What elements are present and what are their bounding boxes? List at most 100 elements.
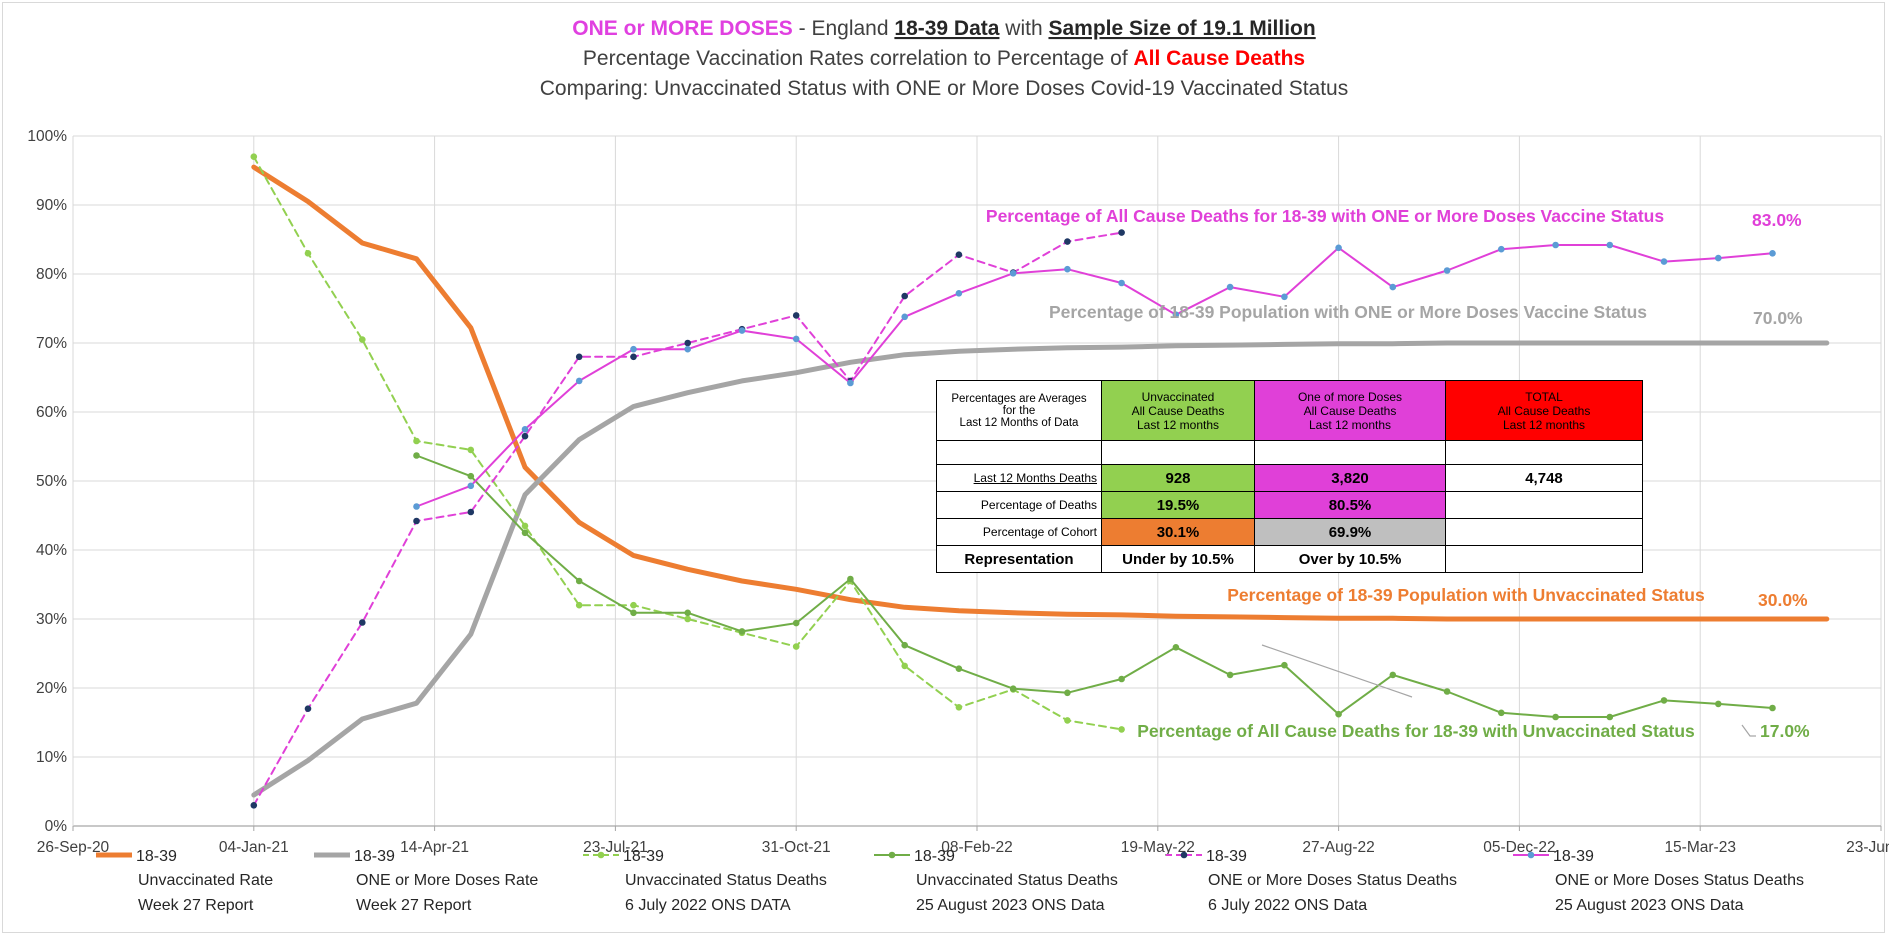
annotations: Percentage of All Cause Deaths for 18-39… (986, 206, 1810, 741)
summary-table: Percentages are Averages for the Last 12… (936, 380, 1643, 573)
series-vax-deaths-2022-point (684, 339, 691, 347)
annotation-vax-pop-end: 70.0% (1753, 308, 1803, 328)
cell-vax-pct-deaths: 80.5% (1254, 491, 1446, 519)
series-unvax-deaths-2023-point (1389, 671, 1397, 679)
series-unvax-deaths-2023-point (847, 575, 854, 583)
series-vax-deaths-2023-point (955, 290, 963, 297)
subtitle-comparing: Comparing: Unvaccinated Status with ONE … (540, 77, 1348, 100)
legend-name: 18-39 (623, 848, 664, 865)
legend-line3: 25 August 2023 ONS Data (1555, 897, 1744, 914)
row-label-cohort: Percentage of Cohort (936, 518, 1102, 546)
x-tick-label: 08-Feb-22 (941, 839, 1013, 856)
series-unvax-deaths-2022-point (359, 336, 366, 343)
table-header-label: Percentages are Averages for the Last 12… (936, 380, 1102, 441)
y-tick-label: 100% (27, 128, 67, 145)
y-tick-label: 80% (36, 266, 67, 283)
cell-unvax-cohort: 30.1% (1101, 518, 1255, 546)
table-header-unvax-l1: Unvaccinated (1141, 389, 1215, 404)
series-vax-deaths-2022-point (304, 705, 312, 712)
x-tick-label: 31-Oct-21 (762, 839, 831, 856)
y-tick-label: 30% (36, 611, 67, 628)
series-vax-deaths-2022-point (901, 292, 908, 300)
title-england: - England (793, 17, 895, 40)
series-unvax-deaths-2023-point (684, 609, 691, 617)
table-spacer-cell (1101, 440, 1255, 465)
series-vax-deaths-2023-point (467, 482, 475, 490)
annotation-unvax-pop-end: 30.0% (1758, 590, 1808, 610)
y-tick-label: 60% (36, 404, 67, 421)
series-vax-deaths-2022-point (1064, 238, 1071, 245)
series-unvax-deaths-2022-point (467, 446, 475, 454)
series-vax-deaths-2023-point (901, 313, 908, 321)
x-tick-label: 23-Jul-21 (583, 839, 648, 856)
series-vax-deaths-2023-point (521, 426, 529, 433)
row-label-representation: Representation (936, 545, 1102, 573)
table-spacer-row (936, 440, 1643, 465)
legend-marker-series-unvax-deaths-2023 (888, 851, 896, 859)
table-row-cohort: Percentage of Cohort 30.1% 69.9% (936, 518, 1643, 546)
series-vax-deaths-2022-point (413, 517, 420, 525)
annotation-unvax-deaths-end: 17.0% (1760, 721, 1810, 741)
series-unvax-deaths-2022-point (955, 704, 963, 711)
annotation-unvax-deaths: Percentage of All Cause Deaths for 18-39… (1137, 721, 1695, 741)
series-unvax-deaths-2023-point (901, 641, 908, 649)
series-unvax-deaths-2022-line (252, 155, 1123, 731)
x-tick-label: 19-May-22 (1121, 839, 1195, 856)
title-age-data: 18-39 Data (894, 17, 999, 40)
legend-line2: Unvaccinated Rate (138, 872, 273, 889)
series-unvax-deaths-2023-point (792, 619, 800, 627)
series-unvax-deaths-2022-point (250, 153, 258, 160)
series-unvax-deaths-2023-point (1715, 700, 1722, 708)
series-vax-deaths-2023-point (738, 327, 746, 334)
series-unvax-deaths-2023-point (575, 577, 583, 585)
series-unvax-deaths-2023-point (1660, 697, 1668, 704)
series-unvax-deaths-2022-point (521, 522, 529, 530)
series-unvax-deaths-2023-point (1172, 644, 1180, 651)
cell-vax-cohort: 69.9% (1254, 518, 1446, 546)
series-unvax-deaths-2023-point (467, 472, 475, 480)
table-header-vax-l1: One of more Doses (1297, 389, 1403, 404)
table-header-label-l3: Last 12 Months of Data (959, 416, 1079, 429)
row-label-pct-deaths: Percentage of Deaths (936, 491, 1102, 519)
legend-name: 18-39 (136, 848, 177, 865)
legend-line3: 6 July 2022 ONS Data (1208, 897, 1367, 914)
legend-name: 18-39 (354, 848, 395, 865)
series-unvax-deaths-2023-line (415, 454, 1774, 718)
series-vax-deaths-2022-point (359, 619, 366, 626)
y-tick-label: 20% (36, 680, 67, 697)
chart-title: ONE or MORE DOSES - England 18-39 Data w… (540, 17, 1348, 100)
table-header-label-l1: Percentages are Averages (951, 392, 1087, 405)
legend-marker-series-unvax-deaths-2022 (597, 851, 605, 859)
x-tick-label: 15-Mar-23 (1664, 839, 1736, 856)
legend-line2: ONE or More Doses Rate (356, 872, 538, 889)
series-unvax-deaths-2023-point (1064, 689, 1071, 697)
series-vax-deaths-2022-point (467, 508, 475, 516)
annotation-vax-deaths-end: 83.0% (1752, 210, 1802, 230)
series-unvax-deaths-2022-point (684, 615, 691, 623)
legend-line2: ONE or More Doses Status Deaths (1208, 872, 1457, 889)
series-unvax-deaths-2022-point (1064, 717, 1071, 724)
series-unvax-deaths-2022-point (304, 250, 312, 257)
y-tick-label: 0% (45, 818, 68, 835)
series-vax-deaths-2022-point (521, 432, 529, 440)
series-unvax-deaths-2023-point (630, 609, 637, 617)
title-doses: ONE or MORE DOSES (572, 17, 793, 40)
series-unvax-deaths-2022-point (901, 662, 908, 670)
series-unvax-deaths-2023-point (521, 529, 529, 537)
table-row-representation: Representation Under by 10.5% Over by 10… (936, 545, 1643, 573)
legend-line2: Unvaccinated Status Deaths (625, 872, 827, 889)
table-header-total-l1: TOTAL (1525, 389, 1563, 404)
series-vax-deaths-2022-point (1118, 229, 1125, 236)
table-header-unvax-l2: All Cause Deaths (1131, 403, 1225, 418)
table-header-vax: One of more Doses All Cause Deaths Last … (1254, 380, 1446, 441)
series-vax-deaths-2023-point (1443, 267, 1451, 274)
series-unvax-deaths-2023-point (1552, 713, 1559, 721)
series-unvax-deaths-2023-point (1009, 685, 1017, 692)
cell-total-cohort (1445, 518, 1643, 546)
x-tick-label: 14-Apr-21 (400, 839, 469, 856)
series-vax-deaths-2023-point (684, 345, 691, 353)
row-label-deaths: Last 12 Months Deaths (936, 464, 1102, 492)
series-vax-deaths-2023-point (1389, 283, 1397, 291)
